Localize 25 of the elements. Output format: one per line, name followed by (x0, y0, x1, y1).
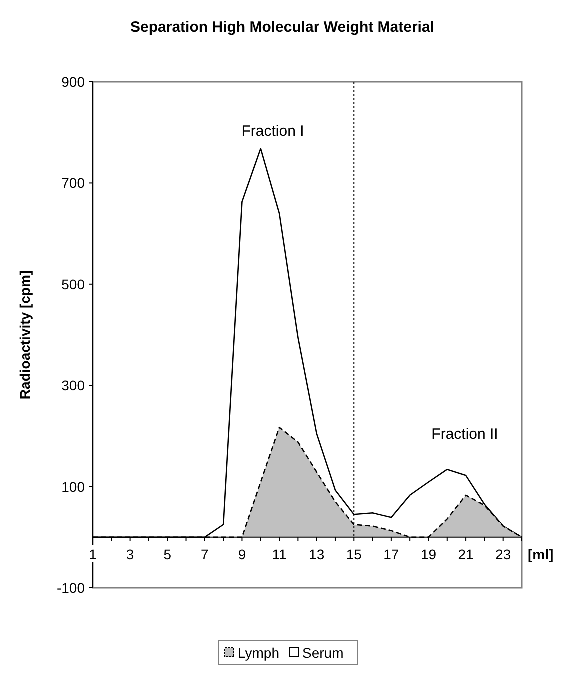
x-tick-label: 17 (384, 546, 400, 562)
x-tick-label: 13 (309, 546, 325, 562)
x-tick-label: 11 (272, 546, 287, 562)
y-tick-label: -100 (56, 580, 86, 596)
x-tick-label: 21 (458, 546, 474, 562)
x-tick-label: 1 (89, 546, 98, 562)
annotation: Fraction I (242, 123, 304, 140)
x-tick-label: 3 (126, 546, 134, 562)
y-tick-label: 900 (62, 74, 86, 90)
x-tick-label: 15 (346, 546, 362, 562)
x-axis-title: [ml] (528, 546, 554, 562)
y-tick-label: 500 (62, 276, 86, 292)
x-tick-label: 9 (238, 546, 246, 562)
x-tick-label: 7 (201, 546, 210, 562)
y-axis-title: Radioactivity [cpm] (17, 270, 33, 400)
legend-label: Lymph (238, 645, 280, 661)
legend-label: Serum (302, 645, 344, 661)
chart-title: Separation High Molecular Weight Material (130, 19, 434, 36)
y-tick-label: 300 (62, 378, 86, 394)
y-tick-label: 100 (62, 478, 86, 495)
annotation: Fraction II (432, 426, 498, 443)
x-tick-label: 19 (420, 546, 437, 562)
y-tick-label: 700 (62, 175, 86, 192)
x-tick-label: 5 (164, 546, 172, 562)
x-tick-label: 23 (496, 546, 512, 562)
